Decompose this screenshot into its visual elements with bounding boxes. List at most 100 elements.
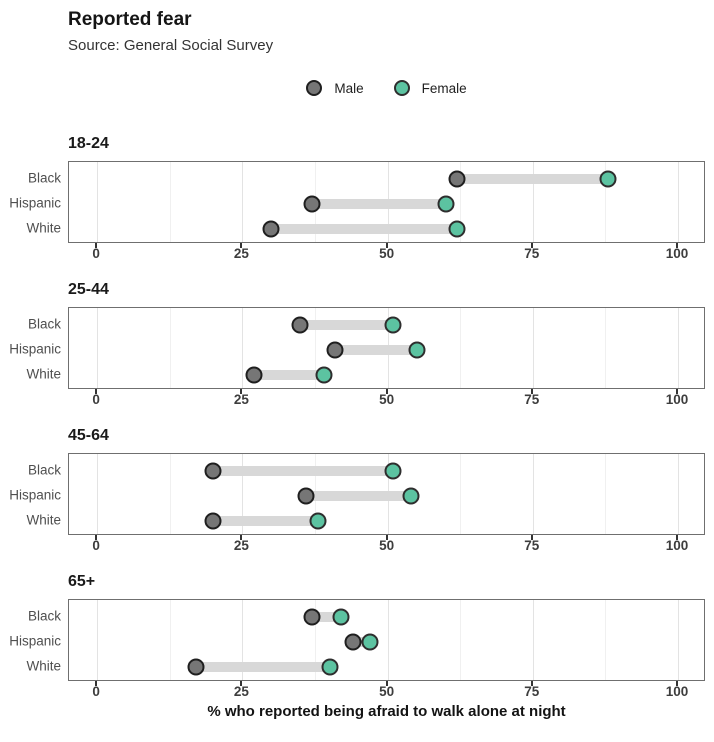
x-axis-ticks: 0 25 50 75 100 bbox=[68, 389, 705, 409]
y-axis-label: Black bbox=[27, 170, 61, 186]
tick-mark bbox=[95, 389, 98, 394]
male-dot bbox=[204, 462, 222, 480]
gridline bbox=[315, 308, 316, 388]
tick-mark bbox=[385, 243, 388, 248]
male-dot bbox=[245, 366, 263, 384]
tick-label: 25 bbox=[233, 538, 249, 553]
tick-mark bbox=[530, 681, 533, 686]
dumbbell-bar bbox=[300, 320, 394, 330]
tick-label: 25 bbox=[233, 392, 249, 407]
male-dot bbox=[291, 316, 309, 334]
facet-45-64: 45-64 Black Hispanic White 0 25 50 75 100 bbox=[0, 426, 714, 555]
dumbbell-bar bbox=[457, 174, 609, 184]
gridline bbox=[97, 308, 99, 388]
male-dot bbox=[303, 608, 321, 626]
chart-title: Reported fear bbox=[68, 9, 192, 30]
tick-mark bbox=[95, 535, 98, 540]
gridline bbox=[678, 162, 679, 242]
legend-item-male: Male bbox=[306, 80, 364, 96]
tick-label: 75 bbox=[524, 538, 540, 553]
legend: Male Female bbox=[68, 78, 705, 98]
y-axis-label: Black bbox=[27, 316, 61, 332]
male-dot bbox=[297, 487, 315, 505]
female-dot bbox=[384, 462, 402, 480]
tick-label: 50 bbox=[379, 246, 395, 261]
tick-mark bbox=[240, 389, 243, 394]
gridline bbox=[605, 162, 607, 242]
facet-18-24: 18-24 Black Hispanic White 0 25 50 75 100 bbox=[0, 134, 714, 263]
tick-mark bbox=[240, 681, 243, 686]
dumbbell-bar bbox=[254, 370, 324, 380]
female-key-icon bbox=[393, 80, 410, 96]
gridline bbox=[605, 600, 607, 680]
dumbbell-bar bbox=[213, 516, 318, 526]
tick-mark bbox=[676, 243, 678, 248]
tick-mark bbox=[530, 243, 533, 248]
gridline bbox=[242, 600, 244, 680]
legend-label: Male bbox=[334, 80, 364, 96]
chart-subtitle: Source: General Social Survey bbox=[68, 37, 274, 54]
tick-label: 75 bbox=[524, 684, 540, 699]
tick-label: 50 bbox=[379, 538, 395, 553]
male-dot bbox=[448, 170, 466, 188]
legend-item-female: Female bbox=[393, 80, 467, 96]
facets: 18-24 Black Hispanic White 0 25 50 75 100 25-44 Bl… bbox=[0, 134, 714, 701]
gridline bbox=[678, 454, 679, 534]
dumbbell-bar bbox=[312, 612, 342, 622]
gridline bbox=[242, 308, 244, 388]
y-axis-label: White bbox=[26, 366, 61, 382]
tick-label: 0 bbox=[92, 538, 100, 553]
facet-title: 65+ bbox=[68, 573, 96, 590]
x-axis-ticks: 0 25 50 75 100 bbox=[68, 681, 705, 701]
female-dot bbox=[309, 512, 327, 530]
y-axis-label: Hispanic bbox=[9, 487, 61, 503]
y-axis-label: Hispanic bbox=[9, 633, 61, 649]
tick-label: 25 bbox=[233, 684, 249, 699]
tick-mark bbox=[676, 535, 678, 540]
female-dot bbox=[361, 633, 379, 651]
tick-label: 100 bbox=[665, 246, 689, 261]
gridline bbox=[97, 600, 99, 680]
facet-title: 25-44 bbox=[68, 281, 109, 298]
tick-mark bbox=[95, 681, 98, 686]
female-dot bbox=[408, 341, 426, 359]
x-axis-ticks: 0 25 50 75 100 bbox=[68, 243, 705, 263]
tick-mark bbox=[530, 389, 533, 394]
male-key-icon bbox=[306, 80, 323, 96]
gridline bbox=[460, 454, 462, 534]
plot-panel bbox=[68, 161, 705, 243]
facet-65+: 65+ Black Hispanic White 0 25 50 75 100 bbox=[0, 572, 714, 701]
male-dot bbox=[187, 658, 205, 676]
tick-label: 0 bbox=[92, 246, 100, 261]
gridline bbox=[460, 162, 462, 242]
plot-panel bbox=[68, 599, 705, 681]
tick-label: 0 bbox=[92, 684, 100, 699]
facet-title: 18-24 bbox=[68, 135, 109, 152]
gridline bbox=[532, 308, 534, 388]
male-dot bbox=[303, 195, 321, 213]
panel-wrap: Black Hispanic White bbox=[9, 307, 705, 389]
male-dot bbox=[262, 220, 280, 238]
tick-label: 75 bbox=[524, 392, 540, 407]
dumbbell-bar bbox=[213, 466, 394, 476]
tick-label: 50 bbox=[379, 684, 395, 699]
dumbbell-bar bbox=[312, 199, 446, 209]
male-dot bbox=[204, 512, 222, 530]
dumbbell-bar bbox=[352, 637, 371, 647]
facet-25-44: 25-44 Black Hispanic White 0 25 50 75 100 bbox=[0, 280, 714, 409]
tick-label: 100 bbox=[665, 392, 689, 407]
y-axis-label: Hispanic bbox=[9, 195, 61, 211]
tick-mark bbox=[240, 535, 243, 540]
y-axis-label: White bbox=[26, 512, 61, 528]
dumbbell-bar bbox=[335, 345, 417, 355]
y-axis-label: Hispanic bbox=[9, 341, 61, 357]
tick-mark bbox=[385, 389, 388, 394]
tick-label: 75 bbox=[524, 246, 540, 261]
plot-panel bbox=[68, 307, 705, 389]
gridline bbox=[678, 600, 679, 680]
gridline bbox=[242, 162, 244, 242]
panel-wrap: Black Hispanic White bbox=[9, 453, 705, 535]
y-axis-label: Black bbox=[27, 462, 61, 478]
tick-label: 0 bbox=[92, 392, 100, 407]
gridline bbox=[387, 600, 389, 680]
